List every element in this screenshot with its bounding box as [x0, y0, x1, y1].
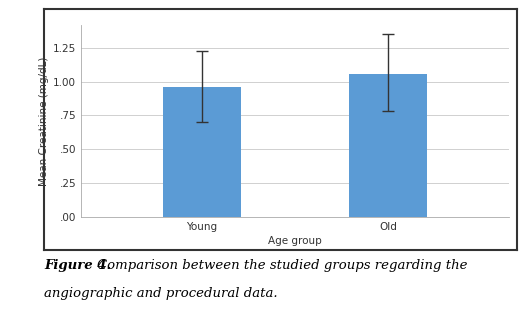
Text: angiographic and procedural data.: angiographic and procedural data.	[44, 287, 278, 300]
Bar	[349, 73, 427, 217]
Bar	[163, 87, 241, 217]
X-axis label: Age group: Age group	[268, 236, 322, 246]
Text: Figure 4.: Figure 4.	[44, 259, 112, 272]
Text: Comparison between the studied groups regarding the: Comparison between the studied groups re…	[97, 259, 467, 272]
Y-axis label: Mean Creatinine (mg/dL): Mean Creatinine (mg/dL)	[39, 56, 49, 186]
